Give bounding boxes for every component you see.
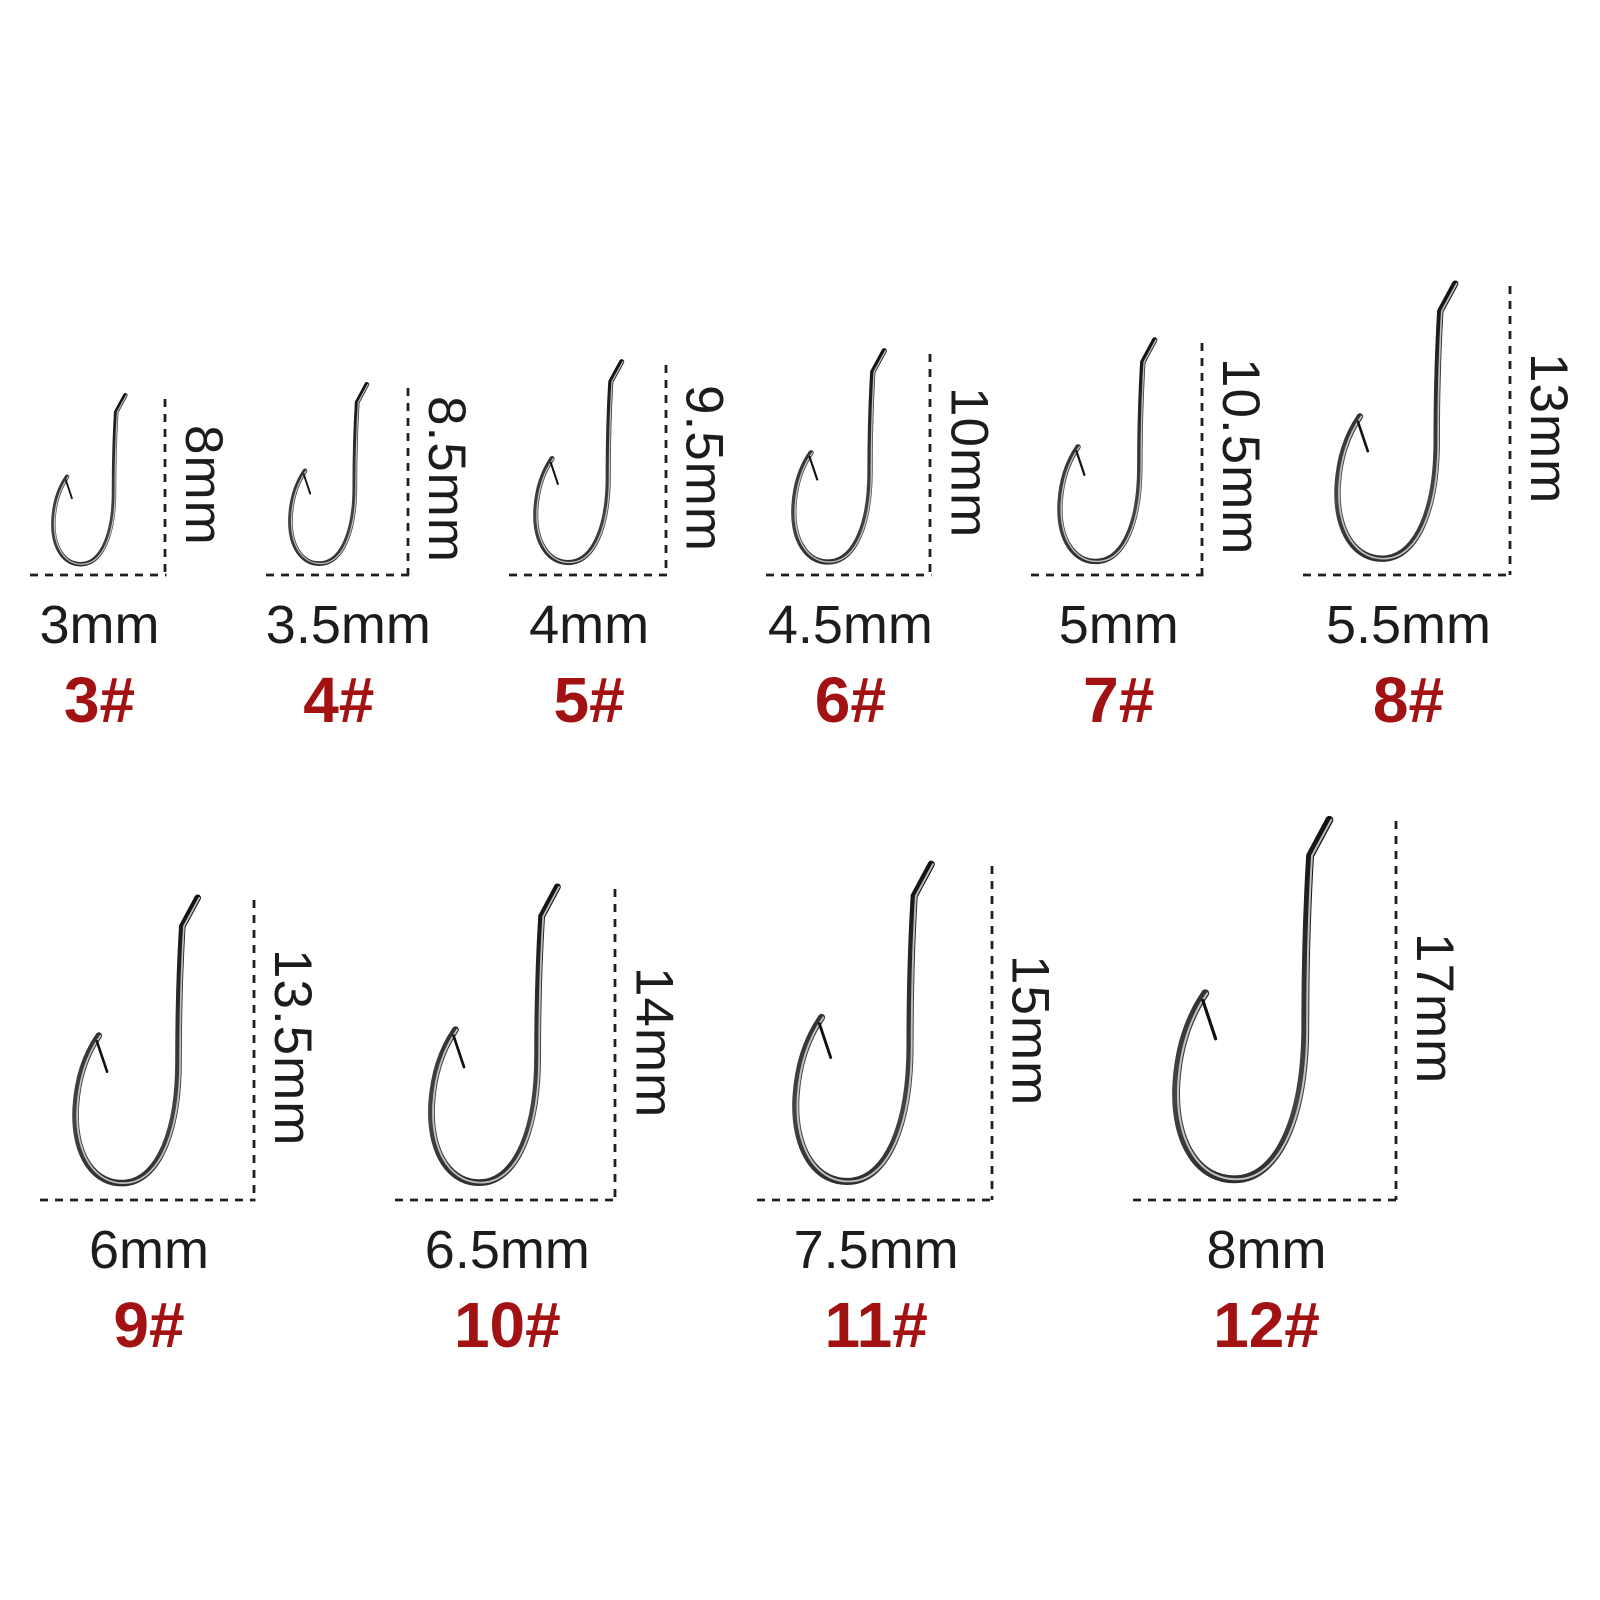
dimension-lines — [756, 866, 994, 1202]
fishing-hook-icon — [508, 359, 668, 577]
hook-figure: 17mm 8mm 12# — [1132, 811, 1464, 1362]
hook-number-label: 3# — [63, 664, 136, 736]
hook-number-label: 11# — [824, 1289, 928, 1361]
hook-drawing-area: 10mm — [766, 344, 998, 581]
dimension-lines — [766, 354, 932, 577]
hook-caption: 3.5mm 4# — [266, 581, 472, 737]
hook-caption: 7.5mm 11# — [757, 1206, 1056, 1362]
hook-drawing-area: 15mm — [756, 856, 1060, 1206]
hook-figure: 14mm 6.5mm 10# — [395, 879, 683, 1362]
hook-length-label: 9.5mm — [674, 384, 734, 552]
fishing-hook-icon — [756, 860, 994, 1202]
hook-figure: 8.5mm 3.5mm 4# — [265, 378, 476, 737]
hook-length-label: 15mm — [1000, 955, 1060, 1107]
hook-number-label: 12# — [1213, 1289, 1320, 1361]
fishing-hook-icon — [265, 382, 410, 577]
hook-caption: 3mm 3# — [30, 581, 229, 737]
length-label-column: 9.5mm — [674, 361, 734, 575]
dimension-lines — [265, 388, 410, 577]
hook-gap-label: 6.5mm — [424, 1220, 590, 1280]
length-label-column: 17mm — [1404, 817, 1464, 1200]
length-label-column: 13mm — [1518, 282, 1578, 575]
hook-gap-label: 8mm — [1206, 1220, 1327, 1280]
hook-figure: 13.5mm 6mm 9# — [40, 890, 322, 1362]
hook-drawing-area: 10.5mm — [1031, 333, 1270, 581]
hook-row-bottom: 13.5mm 6mm 9# 14mm 6.5mm 10# 15mm 7.5mm … — [40, 811, 1464, 1362]
hook-caption: 8mm 12# — [1133, 1206, 1460, 1362]
dimension-lines — [30, 399, 167, 577]
hook-gap-label: 5.5mm — [1325, 595, 1491, 655]
hook-number-label: 9# — [113, 1289, 185, 1361]
hook-caption: 5.5mm 8# — [1303, 581, 1574, 737]
hook-drawing-area: 8.5mm — [265, 378, 476, 581]
dimension-lines — [508, 365, 668, 577]
hook-drawing-area: 13.5mm — [40, 890, 322, 1206]
hook-caption: 5mm 7# — [1031, 581, 1266, 737]
length-label-column: 13.5mm — [262, 896, 322, 1200]
hook-number-label: 7# — [1083, 664, 1155, 736]
hook-number-label: 6# — [814, 664, 886, 736]
dimension-lines — [1302, 286, 1512, 577]
fishing-hook-icon — [40, 894, 256, 1202]
fishing-hook-icon — [30, 393, 167, 577]
fishing-hook-icon — [395, 883, 617, 1202]
hook-row-top: 8mm 3mm 3# 8.5mm 3.5mm 4# 9.5mm 4mm 5# — [30, 276, 1578, 737]
hook-caption: 6mm 9# — [40, 1206, 318, 1362]
hook-drawing-area: 13mm — [1302, 276, 1578, 581]
hook-length-label: 17mm — [1404, 932, 1464, 1085]
hook-gap-label: 4.5mm — [767, 595, 933, 655]
hook-number-label: 4# — [303, 664, 375, 736]
hook-gap-label: 4mm — [529, 595, 650, 655]
length-label-column: 14mm — [623, 885, 683, 1200]
hook-figure: 8mm 3mm 3# — [30, 389, 233, 737]
hook-caption: 4.5mm 6# — [766, 581, 994, 737]
hook-caption: 6.5mm 10# — [395, 1206, 679, 1362]
hook-drawing-area: 17mm — [1132, 811, 1464, 1206]
hook-drawing-area: 8mm — [30, 389, 233, 581]
dimension-lines — [1031, 343, 1204, 577]
hook-figure: 10.5mm 5mm 7# — [1031, 333, 1270, 737]
hook-drawing-area: 14mm — [395, 879, 683, 1206]
length-label-column: 15mm — [1000, 862, 1060, 1200]
dimension-lines — [1132, 821, 1398, 1202]
hook-gap-label: 6mm — [89, 1220, 209, 1280]
hook-length-label: 8.5mm — [416, 396, 476, 563]
length-label-column: 10.5mm — [1210, 339, 1270, 575]
hook-length-label: 10.5mm — [1211, 358, 1271, 556]
hook-length-label: 13mm — [1518, 352, 1578, 505]
hook-number-label: 5# — [553, 664, 625, 736]
hook-figure: 15mm 7.5mm 11# — [756, 856, 1060, 1362]
hook-drawing-area: 9.5mm — [508, 355, 734, 581]
fishing-hook-icon — [1302, 280, 1512, 577]
hook-gap-label: 5mm — [1058, 595, 1179, 655]
hook-gap-label: 7.5mm — [793, 1220, 959, 1280]
fishing-hook-icon — [1132, 815, 1398, 1202]
hook-length-label: 10mm — [939, 386, 999, 539]
length-label-column: 10mm — [938, 350, 998, 575]
hook-length-label: 14mm — [624, 966, 684, 1119]
hook-caption: 4mm 5# — [509, 581, 730, 737]
hook-figure: 9.5mm 4mm 5# — [508, 355, 734, 737]
hook-number-label: 10# — [453, 1289, 561, 1361]
hook-figure: 10mm 4.5mm 6# — [766, 344, 998, 737]
dimension-lines — [395, 889, 617, 1202]
fishing-hook-icon — [1031, 337, 1204, 577]
dimension-lines — [40, 900, 256, 1202]
hook-figure: 13mm 5.5mm 8# — [1302, 276, 1578, 737]
hook-length-label: 13.5mm — [263, 949, 322, 1147]
length-label-column: 8.5mm — [416, 384, 476, 575]
fishing-hook-icon — [766, 348, 932, 577]
hook-number-label: 8# — [1372, 664, 1445, 736]
hook-gap-label: 3.5mm — [265, 595, 431, 655]
hook-length-label: 8mm — [174, 424, 233, 546]
hook-gap-label: 3mm — [39, 595, 160, 655]
length-label-column: 8mm — [173, 395, 233, 575]
